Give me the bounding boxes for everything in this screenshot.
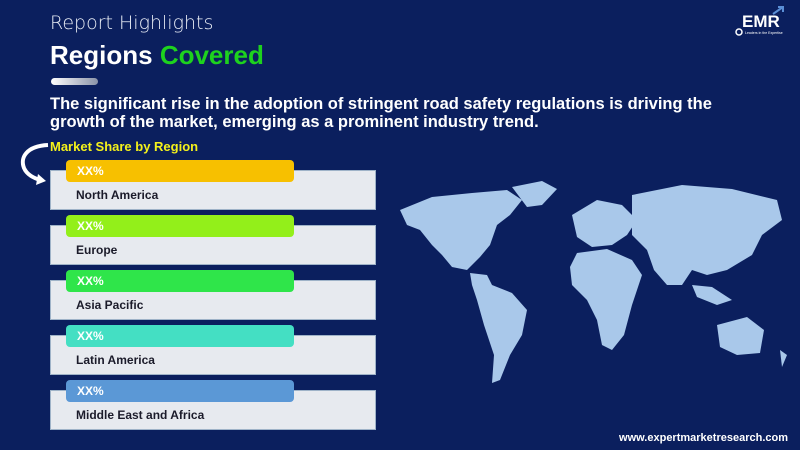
region-name: Asia Pacific [76, 298, 144, 312]
world-map [400, 181, 787, 383]
region-name: Middle East and Africa [76, 408, 205, 422]
region-share-value: XX% [77, 219, 104, 233]
report-highlights-label: Report Highlights [50, 12, 214, 34]
svg-text:Leaders in the Expertise: Leaders in the Expertise [745, 31, 783, 35]
region-share-value: XX% [77, 329, 104, 343]
region-name: Europe [76, 243, 118, 257]
region-share-tab: XX% [66, 325, 294, 347]
region-share-tab: XX% [66, 215, 294, 237]
region-name: North America [76, 188, 159, 202]
region-share-value: XX% [77, 164, 104, 178]
region-share-value: XX% [77, 384, 104, 398]
title-green: Covered [159, 40, 264, 70]
page-title: Regions Covered [50, 40, 264, 71]
description: The significant rise in the adoption of … [50, 95, 712, 131]
region-share-tab: XX% [66, 380, 294, 402]
website-url[interactable]: www.expertmarketresearch.com [619, 432, 788, 444]
region-name: Latin America [76, 353, 155, 367]
svg-text:EMR: EMR [742, 12, 780, 31]
title-underline [51, 78, 98, 85]
emr-logo: EMR Leaders in the Expertise [733, 6, 789, 38]
market-share-heading: Market Share by Region [50, 139, 199, 154]
title-white: Regions [50, 40, 153, 70]
curved-arrow-icon [20, 143, 49, 185]
region-share-value: XX% [77, 274, 104, 288]
region-share-tab: XX% [66, 270, 294, 292]
region-share-tab: XX% [66, 160, 294, 182]
